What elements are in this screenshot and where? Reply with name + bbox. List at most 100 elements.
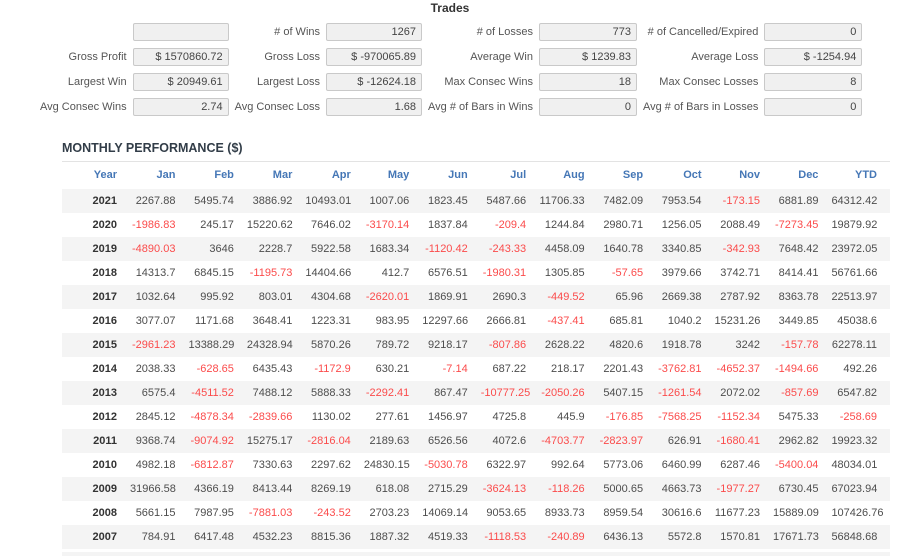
value-cell: 62278.11 [831, 338, 877, 351]
year-cell: 2018 [92, 266, 117, 279]
value-cell: 3242 [735, 338, 760, 351]
value-cell: 8959.54 [603, 506, 644, 519]
year-cell: 2015 [92, 338, 117, 351]
value-cell: 626.91 [667, 434, 702, 447]
column-header-sep: Sep [622, 169, 644, 182]
value-cell: 789.72 [375, 338, 410, 351]
field-label: Average Win [470, 51, 533, 63]
column-header-aug: Aug [563, 169, 585, 182]
value-cell: 218.17 [550, 362, 585, 375]
value-cell: 867.47 [434, 386, 468, 399]
value-cell: 23972.05 [831, 242, 878, 255]
year-cell: 2019 [92, 242, 117, 255]
value-cell: -243.52 [313, 506, 351, 519]
value-cell: -2292.41 [365, 386, 410, 399]
header-row: Year Jan Feb Mar Apr May Jun Jul Aug Sep Oct Nov Dec… [62, 161, 890, 189]
value-cell: 3646 [209, 242, 234, 255]
field-label: Gross Loss [264, 51, 321, 63]
value-cell: 1244.84 [544, 218, 585, 231]
field-value-box: $ -1254.94 [764, 48, 863, 66]
table-row-2012: 2012 2845.12 -4878.34 -2839.66 1130.02 277.61… [62, 405, 890, 429]
value-cell: 2088.49 [720, 218, 760, 231]
value-cell: 15231.26 [714, 314, 761, 327]
value-cell: -4703.77 [541, 434, 585, 447]
value-cell: 19879.92 [831, 218, 878, 231]
value-cell: 3648.41 [252, 314, 293, 327]
value-cell: 1640.78 [603, 242, 644, 255]
value-cell: 10493.01 [305, 194, 352, 207]
value-cell: 1223.31 [311, 314, 351, 327]
value-cell: 4532.23 [252, 530, 293, 543]
value-cell: 6526.56 [427, 434, 468, 447]
value-cell: 6436.13 [603, 530, 644, 543]
value-cell: -243.33 [488, 242, 527, 255]
column-header-oct: Oct [683, 169, 702, 182]
next-row-partial [62, 551, 890, 556]
field-label: # of Losses [476, 26, 533, 38]
value-cell: -5030.78 [424, 458, 468, 471]
field-value-box: 1.68 [326, 98, 423, 116]
value-cell: 7646.02 [311, 218, 351, 231]
value-cell: 5661.15 [135, 506, 176, 519]
table-header: Year Jan Feb Mar Apr May Jun Jul Aug Sep Oct Nov Dec… [62, 161, 890, 189]
value-cell: 107426.76 [831, 506, 884, 519]
year-cell: 2016 [92, 314, 117, 327]
value-cell: 4519.33 [427, 530, 468, 543]
field-value-box [132, 23, 229, 41]
value-cell: 277.61 [375, 410, 410, 423]
value-cell: 45038.6 [837, 314, 877, 327]
field-label: # of Wins [274, 26, 321, 38]
table-row-2007: 2007 784.91 6417.48 4532.23 8815.36 1887.32 45… [62, 524, 890, 549]
field-label: Avg Consec Wins [40, 101, 127, 113]
value-cell: -1977.27 [716, 482, 760, 495]
value-cell: 2669.38 [661, 290, 702, 303]
field-value-box: 2.74 [132, 98, 229, 116]
value-cell: 15275.17 [246, 434, 293, 447]
value-cell: -157.78 [781, 338, 819, 351]
column-header-mar: Mar [272, 169, 293, 182]
year-cell: 2011 [93, 434, 117, 447]
value-cell: 3449.85 [778, 314, 819, 327]
value-cell: -4652.37 [716, 362, 760, 375]
year-cell: 2009 [92, 482, 117, 495]
value-cell: 245.17 [200, 218, 234, 231]
value-cell: 19923.32 [831, 434, 878, 447]
value-cell: 5000.65 [603, 482, 644, 495]
value-cell: 5407.15 [603, 386, 644, 399]
value-cell: 9053.65 [486, 506, 527, 519]
trades-grid: # of Wins 1267 # of Losses 773 # of Cancelle… [40, 23, 863, 116]
trades-section-title: Trades [430, 1, 470, 15]
value-cell: 5888.33 [311, 386, 351, 399]
value-cell: 6576.51 [427, 266, 468, 279]
value-cell: -2050.26 [541, 386, 585, 399]
value-cell: 48034.01 [831, 458, 878, 471]
value-cell: 3886.92 [252, 194, 293, 207]
field-label: # of Cancelled/Expired [647, 26, 759, 38]
value-cell: 1837.84 [427, 218, 468, 231]
value-cell: 9368.74 [135, 434, 176, 447]
table-row-2014: 2014 2038.33 -628.65 6435.43 -1172.9 630.21 -7… [62, 357, 890, 381]
value-cell: 803.01 [258, 290, 293, 303]
value-cell: -1986.83 [132, 218, 176, 231]
value-cell: 2690.3 [492, 290, 527, 303]
value-cell: 3742.71 [720, 266, 760, 279]
field-label: Max Consec Losses [659, 76, 759, 88]
value-cell: 983.95 [375, 314, 410, 327]
table-row-2013: 2013 6575.4 -4511.52 7488.12 5888.33 -2292.41… [62, 380, 890, 405]
value-cell: 7488.12 [252, 386, 293, 399]
value-cell: 3077.07 [135, 314, 176, 327]
field-value-box: $ 1239.83 [538, 48, 637, 66]
value-cell: -807.86 [488, 338, 527, 351]
year-cell: 2010 [92, 458, 117, 471]
value-cell: 2666.81 [486, 314, 527, 327]
field-value-box: $ -12624.18 [326, 73, 423, 91]
value-cell: 7648.42 [778, 242, 819, 255]
value-cell: 6547.82 [837, 386, 877, 399]
field-value-box: $ 1570860.72 [132, 48, 229, 66]
field-label: Avg # of Bars in Losses [642, 101, 759, 113]
value-cell: 56761.66 [831, 266, 878, 279]
value-cell: 6435.43 [252, 362, 293, 375]
value-cell: 6845.15 [194, 266, 234, 279]
value-cell: -258.69 [839, 410, 877, 423]
field-value-box: $ -970065.89 [326, 48, 423, 66]
